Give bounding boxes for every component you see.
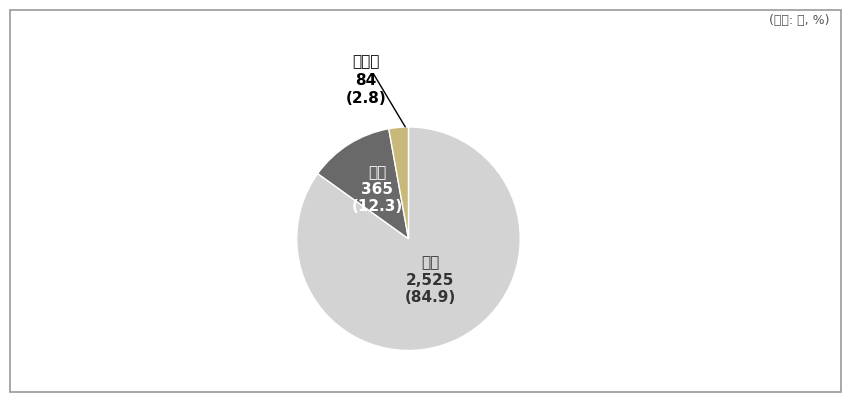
Wedge shape [297,127,520,350]
Wedge shape [389,127,408,239]
Text: 없음
365
(12.3): 없음 365 (12.3) [351,165,403,214]
Wedge shape [317,129,408,239]
Text: (단위: 명, %): (단위: 명, %) [769,14,830,27]
Text: 있음
2,525
(84.9): 있음 2,525 (84.9) [404,256,455,305]
Text: 비해당: 비해당 [352,54,405,127]
Text: 84
(2.8): 84 (2.8) [346,73,386,106]
